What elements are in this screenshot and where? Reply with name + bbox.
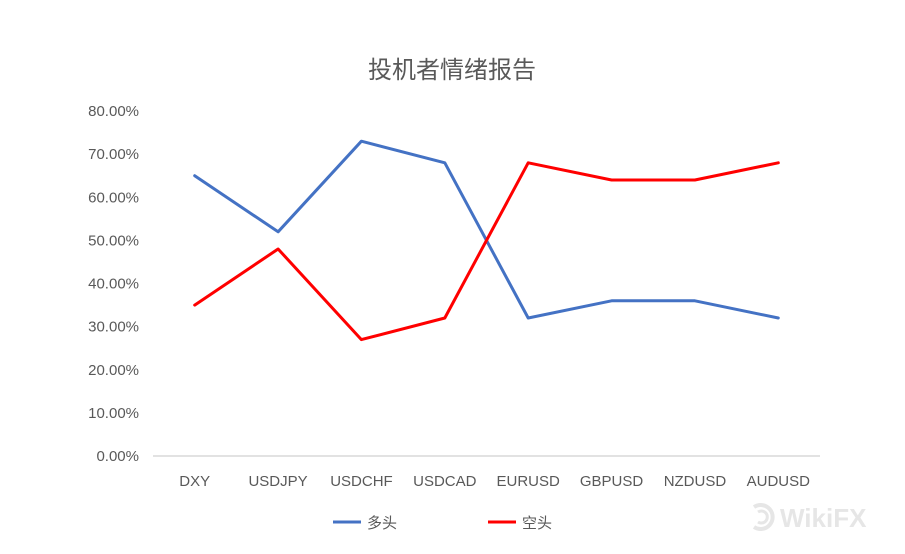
x-tick-label: GBPUSD xyxy=(580,473,644,490)
legend-label: 空头 xyxy=(522,514,552,532)
x-tick-label: AUDUSD xyxy=(747,473,811,490)
x-axis-ticks: DXY USDJPY USDCHF USDCAD EURUSD GBPUSD NZDUSD A… xyxy=(179,473,810,490)
watermark-text: WikiFX xyxy=(780,503,867,533)
series-lines xyxy=(193,139,780,342)
y-tick-label: 40.00% xyxy=(88,276,139,293)
y-tick-label: 30.00% xyxy=(88,319,139,336)
y-axis-ticks: 0.00% 10.00% 20.00% 30.00% 40.00% 50.00% 60.00… xyxy=(88,103,139,465)
wikifx-logo-icon xyxy=(752,503,775,531)
series-line-long xyxy=(193,139,780,320)
x-tick-label: USDJPY xyxy=(248,473,307,490)
watermark: WikiFX xyxy=(752,503,867,533)
series-line-short xyxy=(193,161,780,342)
y-tick-label: 80.00% xyxy=(88,103,139,120)
y-tick-label: 20.00% xyxy=(88,362,139,379)
x-tick-label: EURUSD xyxy=(497,473,561,490)
x-tick-label: NZDUSD xyxy=(664,473,727,490)
y-tick-label: 10.00% xyxy=(88,405,139,422)
y-tick-label: 50.00% xyxy=(88,232,139,249)
legend-label: 多头 xyxy=(367,514,397,532)
x-tick-label: DXY xyxy=(179,473,210,490)
x-tick-label: USDCAD xyxy=(413,473,477,490)
chart-title: 投机者情绪报告 xyxy=(368,56,536,84)
y-tick-label: 0.00% xyxy=(96,448,139,465)
y-tick-label: 70.00% xyxy=(88,146,139,163)
y-tick-label: 60.00% xyxy=(88,189,139,206)
legend: 多头 空头 xyxy=(333,514,552,532)
x-tick-label: USDCHF xyxy=(330,473,393,490)
